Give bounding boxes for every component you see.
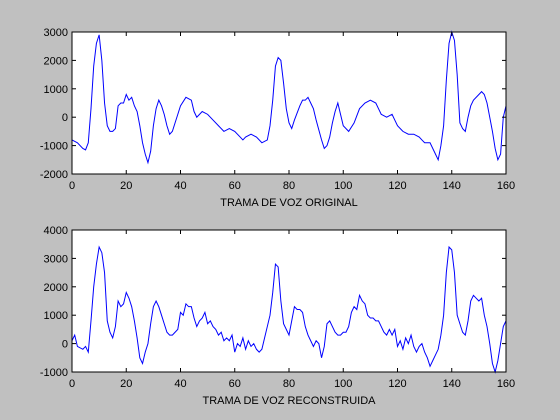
y-tick-label: 0 [62,339,68,351]
x-tick-label: 40 [174,378,186,390]
x-axis-label: TRAMA DE VOZ ORIGINAL [220,197,358,209]
x-tick-label: 160 [497,180,515,192]
x-tick-label: 60 [229,378,241,390]
x-tick-label: 100 [334,180,352,192]
y-tick-label: 1000 [44,310,68,322]
x-tick-label: 80 [283,378,295,390]
y-tick-label: 0 [62,112,68,124]
x-tick-label: 120 [388,180,406,192]
y-tick-label: -1000 [40,141,68,153]
signal-line [71,245,507,374]
x-tick-label: 120 [388,378,406,390]
y-tick-label: -1000 [40,367,68,379]
x-axis-label: TRAMA DE VOZ RECONSTRUIDA [203,395,377,407]
x-tick-label: 80 [283,180,295,192]
y-tick-label: -2000 [40,169,68,181]
x-tick-label: 40 [174,180,186,192]
plot-area [72,230,506,372]
x-tick-label: 0 [69,180,75,192]
x-tick-label: 60 [229,180,241,192]
x-tick-label: 20 [120,378,132,390]
plot-area [72,32,506,174]
x-tick-label: 140 [443,180,461,192]
y-tick-label: 1000 [44,84,68,96]
signal-line [71,30,507,165]
y-tick-label: 2000 [44,55,68,67]
y-tick-label: 3000 [44,253,68,265]
y-tick-label: 2000 [44,282,68,294]
y-tick-label: 4000 [44,225,68,237]
x-tick-label: 0 [69,378,75,390]
x-tick-label: 160 [497,378,515,390]
x-tick-label: 100 [334,378,352,390]
x-tick-label: 20 [120,180,132,192]
y-tick-label: 3000 [44,27,68,39]
x-tick-label: 140 [443,378,461,390]
